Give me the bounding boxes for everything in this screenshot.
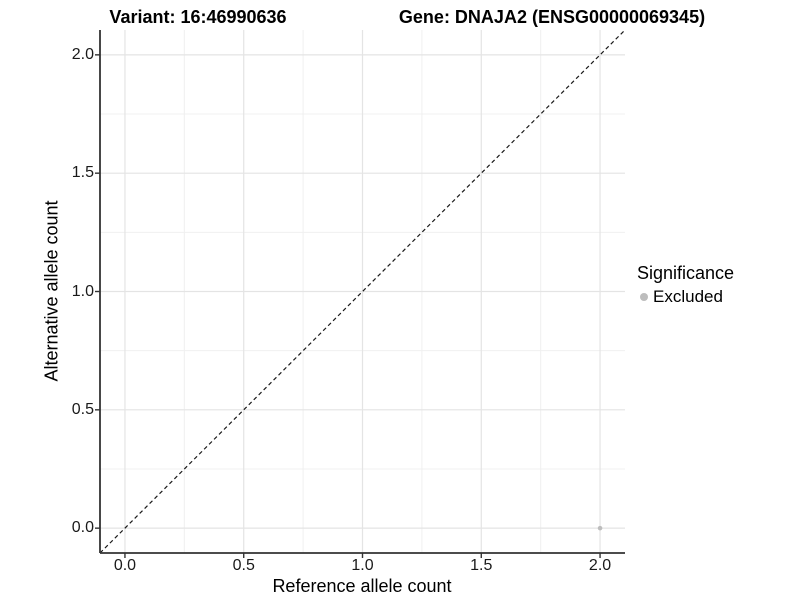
y-axis-title: Alternative allele count [41,200,62,382]
legend-item-excluded: Excluded [637,287,734,307]
identity-line [99,29,626,554]
legend-key [637,290,651,304]
legend-item-label: Excluded [653,287,723,306]
plot-area [95,29,626,558]
x-axis-title: Reference allele count [272,576,452,596]
variant-title: Variant: 16:46990636 [109,7,287,27]
x-tick-label: 2.0 [588,557,612,574]
x-tick-label: 1.0 [351,557,374,574]
gene-title: Gene: DNAJA2 (ENSG00000069345) [398,7,706,27]
y-tick-label: 0.0 [71,519,94,537]
data-points [597,525,603,531]
y-tick-label: 2.0 [71,45,94,63]
legend: Significance Excluded [637,263,734,307]
plot-panel [95,29,626,558]
legend-title: Significance [637,263,735,283]
circle-icon [640,293,648,301]
y-tick-label: 1.0 [71,282,94,300]
y-tick-label: 0.5 [71,400,94,418]
data-point [597,525,603,531]
identity-reference-line [99,29,626,554]
y-tick-label: 1.5 [71,164,94,182]
x-tick-label: 1.5 [470,557,493,574]
x-tick-label: 0.0 [113,557,137,574]
axis-lines [99,30,625,554]
x-tick-label: 0.5 [232,557,255,574]
major-gridlines [100,30,625,553]
